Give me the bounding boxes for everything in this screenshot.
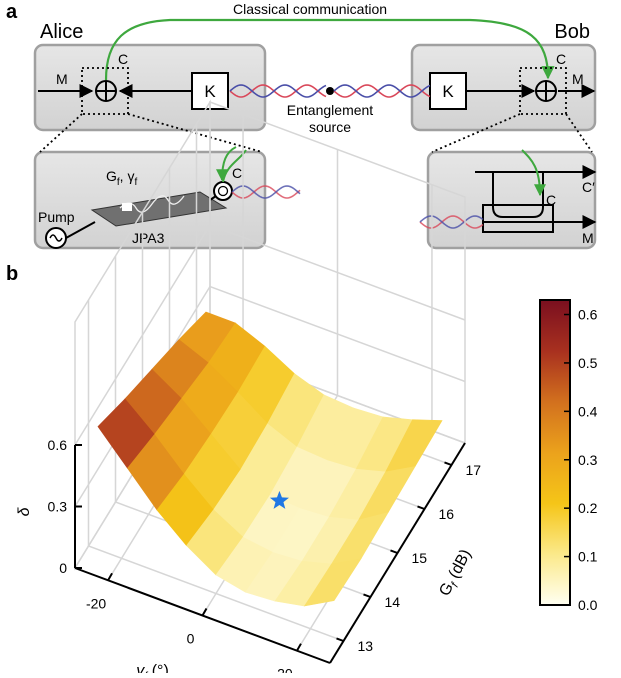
tick-mark <box>364 594 371 597</box>
colorbar-tick-label: 0.3 <box>578 452 598 468</box>
colorbar-tick-label: 0.4 <box>578 403 598 419</box>
y-tick-label: 17 <box>466 462 482 478</box>
axis-label-unit: (dB) <box>444 547 475 586</box>
x-tick-label: -20 <box>86 595 106 611</box>
source-dot <box>326 87 334 95</box>
y-tick-label: 16 <box>439 506 455 522</box>
tick-mark <box>391 550 398 553</box>
alice-name: Alice <box>40 21 83 43</box>
jpa-chip <box>122 203 132 211</box>
colorbar-tick-label: 0.5 <box>578 355 598 371</box>
bob-detail-box <box>428 152 595 248</box>
tick-mark <box>203 609 207 616</box>
bob-name: Bob <box>554 21 590 43</box>
y-axis-label: Gf (dB) <box>436 547 477 601</box>
circulator <box>214 182 232 200</box>
pump-label: Pump <box>38 209 75 225</box>
panel-a: a Classical communication Alice Bob M C … <box>6 1 595 248</box>
alice-m: M <box>56 71 68 87</box>
source-label: Entanglement <box>287 102 374 118</box>
y-tick-label: 13 <box>358 638 374 654</box>
alice-detail-c: C <box>232 165 242 181</box>
bob-detail-c-prime: C′ <box>582 179 595 195</box>
bob-m: M <box>572 71 584 87</box>
device-label: JPA3 <box>132 230 165 246</box>
bob-k: K <box>442 82 454 101</box>
x-tick-label: 0 <box>187 631 195 647</box>
bob-detail-m: M <box>582 230 594 246</box>
tick-mark <box>445 462 452 465</box>
bob-detail-c: C <box>546 192 556 208</box>
panel-label: b <box>6 263 18 285</box>
colorbar-tick-label: 0.1 <box>578 549 598 565</box>
axis-label-unit: (°) <box>147 663 169 674</box>
x-axis-label: γf (°) <box>136 663 169 674</box>
z-tick-label: 0.6 <box>48 437 68 453</box>
colorbar-tick-label: 0.2 <box>578 500 598 516</box>
z-tick-label: 0 <box>59 560 67 576</box>
panel-label: a <box>6 1 18 23</box>
y-tick-label: 14 <box>385 594 401 610</box>
tick-mark <box>108 573 112 580</box>
alice-k: K <box>204 82 216 101</box>
tick-mark <box>297 644 301 651</box>
tick-mark <box>418 506 425 509</box>
z-tick-label: 0.3 <box>48 499 68 515</box>
bob-c: C <box>556 51 566 67</box>
tick-mark <box>337 638 344 641</box>
link-label: Classical communication <box>233 1 387 17</box>
alice-box <box>35 45 265 130</box>
colorbar-tick-label: 0.0 <box>578 597 598 613</box>
source-label: source <box>309 119 351 135</box>
colorbar-tick-label: 0.6 <box>578 307 598 323</box>
z-axis-label: δ <box>16 506 33 516</box>
alice-c: C <box>118 51 128 67</box>
colorbar <box>540 300 570 605</box>
x-tick-label: 20 <box>277 666 293 673</box>
y-tick-label: 15 <box>412 550 428 566</box>
figure: a Classical communication Alice Bob M C … <box>0 0 621 673</box>
